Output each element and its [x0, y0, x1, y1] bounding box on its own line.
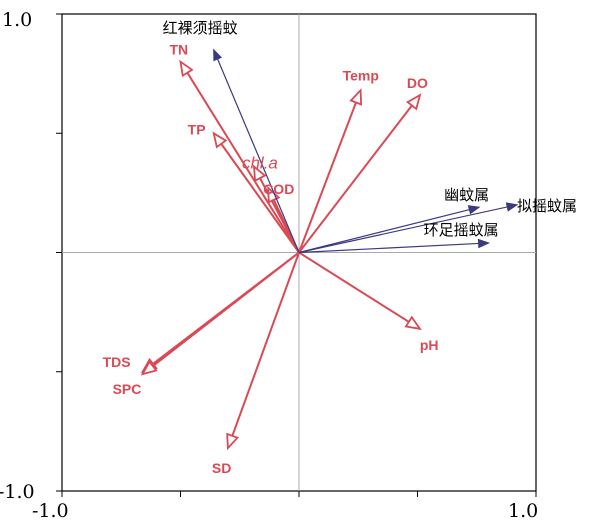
env-vector-sd: [226, 252, 300, 449]
env-arrowhead-sd: [226, 432, 240, 451]
species-arrowhead--: [213, 48, 223, 62]
species-vector--: [298, 242, 489, 254]
vectors: [140, 48, 519, 451]
species-arrowhead--: [505, 202, 519, 212]
env-label-spc: SPC: [113, 381, 142, 397]
env-vector-temp: [298, 89, 362, 253]
env-arrowhead-ph: [404, 315, 422, 331]
env-vector-spc: [141, 251, 300, 375]
species-arrowhead--: [467, 205, 481, 215]
env-arrowhead-tp: [212, 131, 228, 149]
species-label--: 拟摇蚊属: [517, 197, 577, 215]
env-label-sd: SD: [212, 460, 231, 476]
env-vector-tp: [212, 132, 300, 254]
env-label-tn: TN: [170, 42, 189, 58]
env-label-tds: TDS: [103, 354, 131, 370]
env-label-cod: COD: [263, 181, 294, 197]
y-tick-top: 1.0: [2, 9, 32, 31]
env-arrowhead-temp: [349, 88, 363, 106]
env-label-tp: TP: [188, 121, 206, 137]
env-vector-do: [298, 94, 421, 254]
species-label--: 幽蚊属: [444, 186, 489, 204]
env-label-chl-a: chl.a: [242, 154, 278, 173]
species-label--: 红裸须摇蚊: [163, 19, 238, 37]
env-arrowhead-do: [405, 93, 422, 111]
env-arrowhead-tn: [179, 59, 194, 78]
species-vector--: [298, 204, 518, 254]
y-tick-bottom: -1.0: [0, 481, 35, 503]
axis-ticks: [56, 13, 537, 497]
env-vector-tn: [179, 61, 300, 254]
species-label--: 环足摇蚊属: [424, 221, 499, 239]
env-label-ph: pH: [420, 337, 439, 353]
env-vector-ph: [298, 251, 421, 330]
species-vector--: [298, 206, 480, 254]
x-tick-left: -1.0: [32, 500, 69, 521]
vector-labels: TN TP chl.a COD Temp DO pH TDS SPC SD 红裸须摇蚊幽蚊属拟摇蚊属…: [103, 19, 577, 476]
species-vector--: [213, 49, 300, 253]
x-tick-right: 1.0: [508, 500, 538, 521]
env-arrowhead-chl-a: [252, 164, 267, 183]
env-label-do: DO: [407, 75, 428, 91]
env-arrowhead-spc: [140, 360, 158, 376]
env-label-temp: Temp: [343, 67, 379, 83]
species-arrowhead--: [477, 238, 490, 249]
